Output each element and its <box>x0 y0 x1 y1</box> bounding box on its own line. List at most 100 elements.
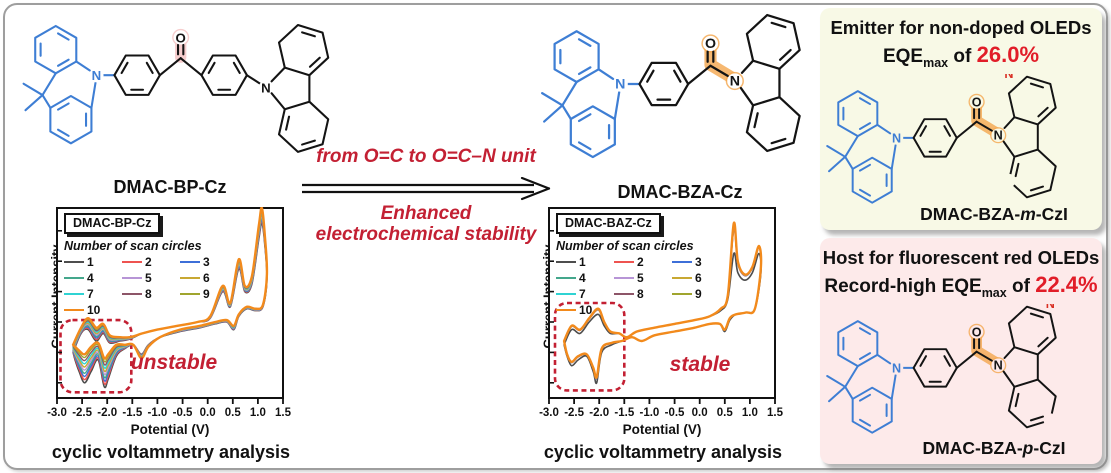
eqe-subscript: max <box>981 285 1007 300</box>
legend-line-swatch <box>122 276 142 280</box>
eqe-label: EQE <box>941 276 982 297</box>
legend-item: 1 <box>64 255 120 269</box>
reaction-arrow-icon <box>302 177 551 201</box>
legend-line-swatch <box>672 276 692 280</box>
legend-scan-number: 7 <box>579 287 586 301</box>
svg-text:N: N <box>892 131 901 145</box>
x-tick-label: -1.5 <box>614 407 635 419</box>
x-tick-label: 0.5 <box>716 407 733 419</box>
legend-line-swatch <box>556 276 576 280</box>
svg-text:N: N <box>892 361 901 375</box>
cv-plot-canvas <box>548 207 776 404</box>
eqe-subscript: max <box>923 55 949 70</box>
svg-text:N: N <box>615 77 625 93</box>
eqe-value: 22.4% <box>1035 272 1098 297</box>
legend-item: 3 <box>672 255 728 269</box>
svg-text:O: O <box>972 95 982 109</box>
legend-line-swatch <box>614 276 634 280</box>
panel-eqe-line: EQEmax of 26.0% <box>820 42 1102 70</box>
legend-item: 5 <box>122 271 178 285</box>
x-tick-label: 0.0 <box>199 407 216 419</box>
legend-scan-number: 3 <box>695 255 702 269</box>
legend-item: 3 <box>180 255 236 269</box>
svg-text:N: N <box>730 73 740 89</box>
structure-dmac-bp-cz: N O N <box>22 23 330 153</box>
legend-title: Number of scan circles <box>556 239 694 253</box>
eqe-prefix: Record-high <box>824 276 942 297</box>
legend-item: 10 <box>64 303 120 317</box>
eqe-of: of <box>1006 276 1036 297</box>
x-tick-label: 0.0 <box>691 407 708 419</box>
plot-title-box: DMAC-BP-Cz <box>64 213 161 234</box>
cv-plot-canvas <box>56 207 284 404</box>
legend-item: 8 <box>614 287 670 301</box>
x-tick-label: -1.5 <box>122 407 143 419</box>
legend-line-swatch <box>614 260 634 264</box>
legend-item: 7 <box>64 287 120 301</box>
legend-item: 1 <box>556 255 612 269</box>
svg-text:N: N <box>1046 304 1055 311</box>
legend-line-swatch <box>556 292 576 296</box>
panel-emitter-oled: Emitter for non-doped OLEDs EQEmax of 26… <box>820 8 1102 230</box>
plot-title-box: DMAC-BAZ-Cz <box>556 213 661 234</box>
annotation-stable: stable <box>669 353 731 376</box>
legend-line-swatch <box>672 292 692 296</box>
label-dmac-bza-m-czi: DMAC-BZA-m-CzI <box>920 204 1068 224</box>
legend-scan-number: 6 <box>695 271 702 285</box>
svg-text:O: O <box>972 325 982 339</box>
plot-caption: cyclic voltammetry analysis <box>543 442 783 462</box>
x-tick-label: -2.0 <box>97 407 118 419</box>
x-tick-label: 1.5 <box>767 407 783 419</box>
legend-scan-number: 4 <box>579 271 586 285</box>
x-tick-label: 0.5 <box>224 407 241 419</box>
svg-text:N: N <box>1004 74 1013 81</box>
legend-scan-number: 1 <box>87 255 94 269</box>
x-tick-label: -2.0 <box>589 407 610 419</box>
legend-scan-number: 10 <box>87 303 101 317</box>
x-tick-label: -3.0 <box>539 407 559 419</box>
x-tick-label: -2.5 <box>72 407 93 419</box>
svg-text:N: N <box>92 68 102 83</box>
legend-line-swatch <box>64 292 84 296</box>
legend-rows: 1 2 3 4 5 6 7 8 9 10 <box>64 255 240 317</box>
x-tick-label: -0.5 <box>664 407 685 419</box>
legend-item: 5 <box>614 271 670 285</box>
svg-text:N: N <box>261 80 271 95</box>
legend-line-swatch <box>64 260 84 264</box>
legend-scan-number: 8 <box>637 287 644 301</box>
arrow-caption-line1: Enhanced <box>380 203 472 224</box>
svg-text:N: N <box>994 358 1003 372</box>
label-dmac-bp-cz: DMAC-BP-Cz <box>113 177 227 197</box>
x-axis-ticks: -3.0 -2.5 -2.0 -1.5 -1.0 -0.5 0.0 0.5 1.0 1.5 <box>36 407 306 421</box>
x-tick-label: 1.0 <box>249 407 266 419</box>
eqe-of: of <box>948 46 977 67</box>
x-axis-ticks: -3.0 -2.5 -2.0 -1.5 -1.0 -0.5 0.0 0.5 1.0 1.5 <box>528 407 798 421</box>
structure-dmac-bza-p-czi: N O N N <box>826 304 1058 434</box>
legend-scan-number: 7 <box>87 287 94 301</box>
legend-line-swatch <box>614 292 634 296</box>
legend-scan-number: 2 <box>637 255 644 269</box>
plot-caption: cyclic voltammetry analysis <box>51 442 291 462</box>
annotation-unstable: unstable <box>130 351 218 374</box>
legend-scan-number: 5 <box>145 271 152 285</box>
legend-title: Number of scan circles <box>64 239 202 253</box>
panel-eqe-line: Record-high EQEmax of 22.4% <box>820 272 1102 300</box>
legend-line-swatch <box>556 308 576 312</box>
legend-line-swatch <box>180 260 200 264</box>
legend-rows: 1 2 3 4 5 6 7 8 9 10 <box>556 255 732 317</box>
panel-host-oled: Host for fluorescent red OLEDs Record-hi… <box>820 238 1102 464</box>
cv-legend: DMAC-BAZ-Cz Number of scan circles 1 2 3 4 5… <box>556 213 732 317</box>
legend-scan-number: 1 <box>579 255 586 269</box>
legend-scan-number: 8 <box>145 287 152 301</box>
legend-item: 2 <box>614 255 670 269</box>
legend-item: 9 <box>672 287 728 301</box>
legend-item: 6 <box>180 271 236 285</box>
legend-item: 7 <box>556 287 612 301</box>
legend-line-swatch <box>122 260 142 264</box>
legend-item: 10 <box>556 303 612 317</box>
panel-heading: Host for fluorescent red OLEDs <box>822 247 1100 268</box>
arrow-caption-top: from O=C to O=C–N unit <box>316 146 536 167</box>
legend-line-swatch <box>64 276 84 280</box>
legend-line-swatch <box>180 276 200 280</box>
legend-scan-number: 6 <box>203 271 210 285</box>
